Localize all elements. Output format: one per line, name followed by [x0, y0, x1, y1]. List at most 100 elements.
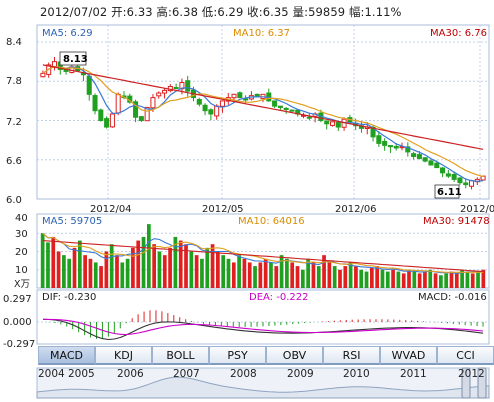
volume-bar-38	[242, 258, 247, 288]
volume-bar-56	[338, 269, 342, 288]
candle-body-0	[40, 72, 46, 78]
volume-bar-80	[465, 271, 470, 288]
volume-bar-83	[481, 269, 486, 288]
volume-bar-32	[210, 244, 215, 288]
candle-body-31	[219, 100, 225, 107]
candle-body-42	[283, 107, 289, 110]
macd-tick-bottom: -0.297	[3, 339, 35, 350]
volume-bar-46	[285, 258, 289, 288]
candle-body-60	[387, 145, 393, 148]
vol-tick-20: 20	[15, 247, 28, 258]
candle-body-72	[457, 177, 463, 184]
change-value: 1.11%	[364, 5, 402, 19]
price-ma30-label: MA30: 6.76	[430, 28, 487, 39]
low-label: 低:	[201, 5, 218, 19]
candle-body-58	[376, 135, 382, 144]
volume-bar-5	[67, 258, 72, 288]
volume-bar-65	[385, 271, 390, 288]
candle-body-2	[51, 61, 58, 68]
tab-cci[interactable]: CCI	[437, 346, 494, 365]
candle-body-66	[422, 157, 428, 162]
ma5-line	[42, 65, 484, 182]
volume-label: 量:	[292, 5, 309, 19]
volume-bar-22	[157, 251, 162, 288]
candle-body-21	[162, 89, 168, 94]
volume-bar-77	[449, 271, 454, 288]
candle-body-51	[335, 122, 341, 128]
close-label: 收:	[247, 5, 263, 19]
tab-obv[interactable]: OBV	[266, 346, 323, 365]
volume-bar-14	[115, 255, 119, 288]
volume-bar-26	[178, 240, 183, 288]
tab-kdj[interactable]: KDJ	[95, 346, 152, 365]
tab-macd[interactable]: MACD	[38, 346, 95, 365]
price-tick-6.6: 6.6	[6, 156, 22, 167]
volume-bar-24	[168, 247, 172, 288]
close-value: 6.35	[262, 5, 289, 19]
volume-bar-49	[300, 269, 305, 288]
volume-bar-63	[375, 266, 380, 288]
high-value: 6.38	[172, 5, 199, 19]
volume-bar-59	[354, 266, 358, 288]
volume-bar-51	[311, 262, 316, 288]
volume-bar-31	[205, 247, 210, 288]
volume-bar-33	[216, 251, 220, 288]
volume-bar-75	[439, 275, 443, 288]
candle-body-49	[324, 120, 330, 125]
tab-rsi[interactable]: RSI	[323, 346, 380, 365]
candle-body-33	[231, 93, 237, 99]
candle-body-43	[289, 109, 295, 112]
macd-panel	[36, 289, 490, 345]
candle-body-9	[92, 95, 98, 112]
year-2008: 2008	[230, 368, 257, 380]
high-label: 高:	[156, 5, 172, 19]
volume-bar-30	[200, 258, 204, 288]
timeline-years: 2004 2005 2006 2007 2008 2009 2010 2011 …	[0, 368, 494, 380]
candle-body-28	[202, 104, 208, 112]
candle-body-76	[480, 175, 486, 181]
volume-bar-12	[104, 251, 109, 288]
candle-body-67	[428, 160, 434, 166]
price-tick-6.0: 6.0	[6, 195, 22, 206]
volume-bar-47	[290, 262, 295, 288]
volume-bar-36	[231, 262, 236, 288]
volume-bar-79	[460, 269, 464, 288]
macd-dea-label: DEA: -0.222	[249, 292, 308, 303]
candle-body-68	[434, 162, 440, 169]
low-value: 6.29	[217, 5, 244, 19]
tab-wvad[interactable]: WVAD	[380, 346, 437, 365]
min-marker-box	[434, 184, 460, 199]
macd-tick-top: 0.297	[3, 294, 32, 305]
volume-bar-13	[109, 244, 114, 288]
candle-body-74	[468, 180, 475, 187]
volume-bar-74	[433, 273, 438, 288]
candle-body-65	[416, 154, 422, 159]
volume-bar-78	[454, 273, 459, 288]
volume-bar-1	[46, 242, 50, 288]
volume-bars	[40, 224, 486, 288]
timeline-slider-right[interactable]	[477, 367, 487, 399]
candle-body-17	[138, 116, 144, 121]
year-2004: 2004	[38, 368, 65, 380]
tab-psy[interactable]: PSY	[209, 346, 266, 365]
volume-bar-37	[237, 255, 241, 288]
volume-ma-lines	[42, 232, 484, 274]
tab-boll[interactable]: BOLL	[152, 346, 209, 365]
timeline-slider-left[interactable]	[461, 367, 471, 399]
volume-bar-9	[88, 258, 93, 288]
timeline-thumbnail	[36, 376, 490, 399]
candle-body-50	[329, 121, 336, 126]
volume-bar-16	[125, 258, 130, 288]
volume-bar-60	[359, 269, 364, 288]
macd-dif-line	[42, 318, 484, 341]
volume-bar-58	[348, 262, 353, 288]
price-panel	[36, 24, 490, 200]
volume-bar-15	[120, 262, 125, 288]
volume-bar-34	[221, 255, 226, 288]
xtick-2012-06: 2012/06	[335, 204, 377, 215]
volume-bar-7	[77, 240, 82, 288]
candle-body-63	[405, 146, 411, 153]
macd-histogram	[48, 310, 484, 339]
volume-bar-21	[152, 244, 157, 288]
volume-bar-23	[162, 255, 167, 288]
